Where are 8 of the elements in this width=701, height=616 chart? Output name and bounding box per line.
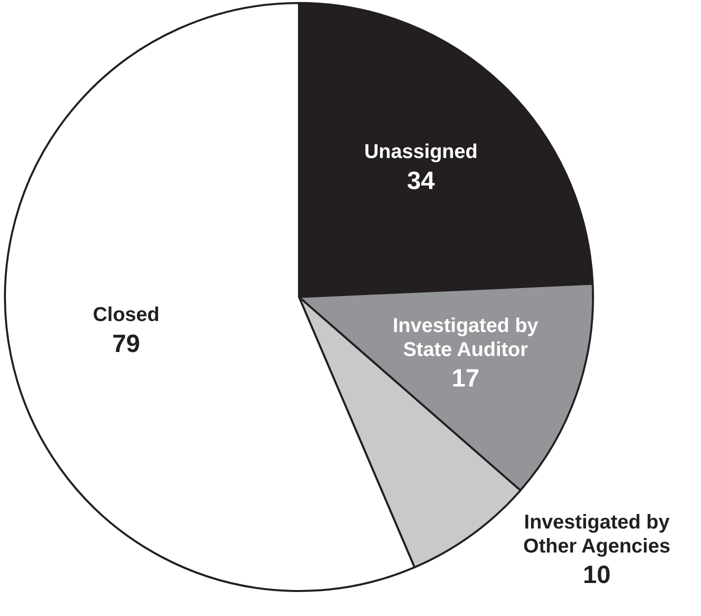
slice-label: Investigated by State Auditor xyxy=(392,314,540,361)
data-label: 34 xyxy=(406,166,435,195)
slice-label: Closed xyxy=(92,304,160,326)
slice-label: Unassigned xyxy=(364,141,478,164)
data-label: 17 xyxy=(452,364,480,393)
slice-label: Investigated by Other Agencies xyxy=(523,511,670,558)
data-label: 79 xyxy=(112,330,140,358)
data-label: 10 xyxy=(582,561,611,590)
